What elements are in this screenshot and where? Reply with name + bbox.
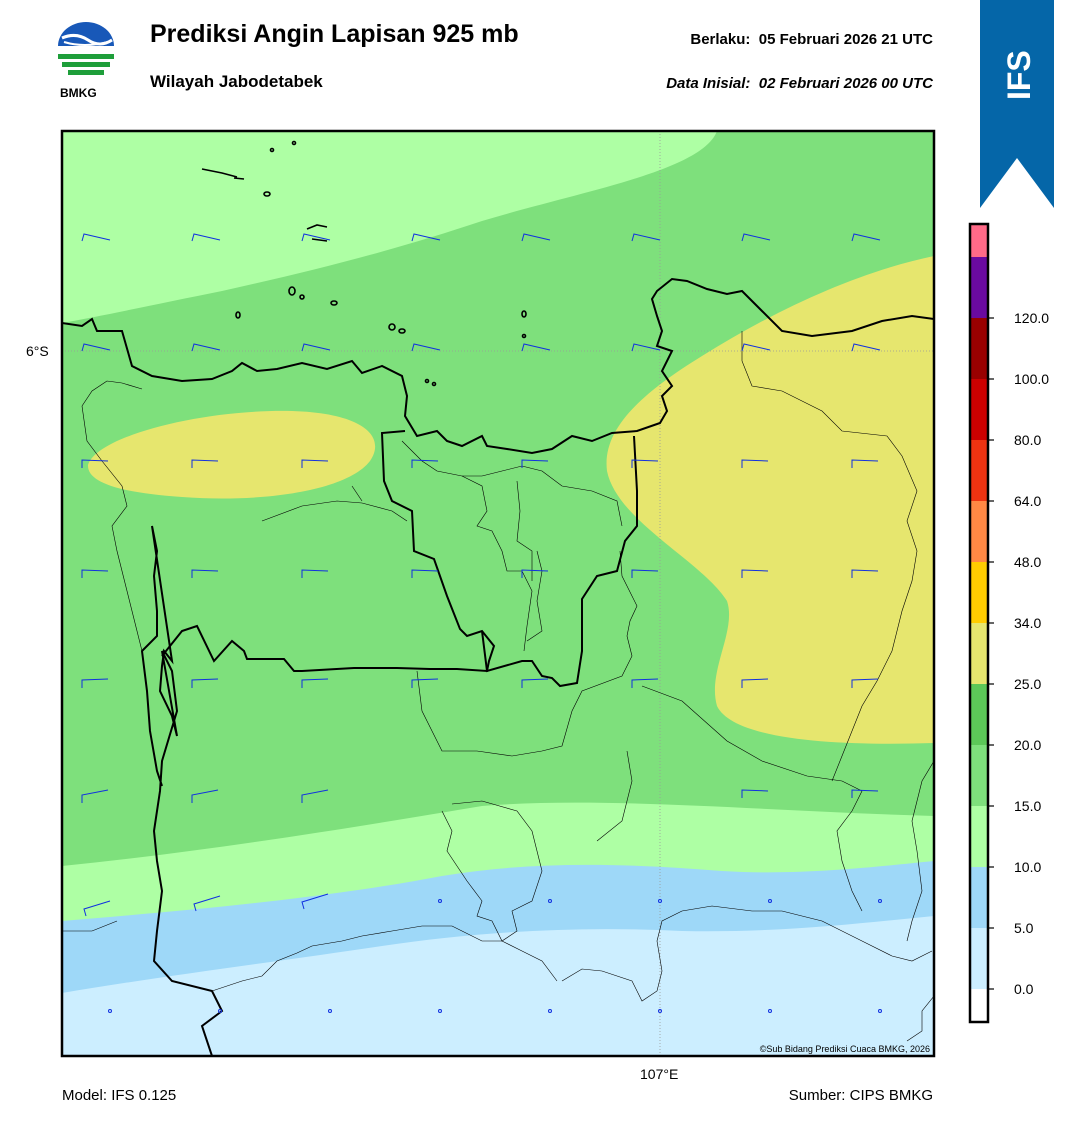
model-label: Model: IFS 0.125 [62,1087,177,1104]
colorbar-segment [970,257,988,318]
district-boundaries [62,331,934,1042]
colorbar-segment [970,989,988,1022]
colorbar-label: 120.0 [1014,310,1049,326]
source-label: Sumber: CIPS BMKG [788,1087,933,1104]
colorbar-segment [970,379,988,440]
colorbar-segment [970,623,988,684]
map-title: Prediksi Angin Lapisan 925 mb [150,20,519,48]
bmkg-logo-icon [58,22,114,75]
thousand-islands [201,140,527,387]
speed-band-0-5 [62,916,934,1056]
colorbar-label: 15.0 [1014,798,1041,814]
colorbar-segment [970,806,988,867]
colorbar-segment [970,440,988,501]
colorbar-label: 10.0 [1014,859,1041,875]
map-credit: ©Sub Bidang Prediksi Cuaca BMKG, 2026 [760,1044,930,1054]
map-frame [60,129,936,1058]
ifs-ribbon-label: IFS [1001,50,1037,100]
speed-band-20-25-west [87,410,376,499]
init-time-value: 02 Februari 2026 00 UTC [758,75,933,92]
colorbar-segment [970,745,988,806]
coastline [62,277,934,455]
colorbar: 0.0 5.0 10.0 15.0 20.0 25.0 34.0 48.0 64.0 80.0 10… [968,222,1049,1024]
colorbar-label: 64.0 [1014,493,1041,509]
valid-time: Berlaku: 05 Februari 2026 21 UTC [690,31,933,48]
colorbar-label: 34.0 [1014,615,1041,631]
colorbar-label: 48.0 [1014,554,1041,570]
valid-time-value: 05 Februari 2026 21 UTC [758,31,933,48]
wind-barbs [81,233,882,1013]
init-label: Data Inisial: [666,75,751,92]
province-boundary-dki [161,430,496,673]
init-time: Data Inisial: 02 Februari 2026 00 UTC [666,75,933,92]
valid-label: Berlaku: [690,31,751,48]
ifs-ribbon: IFS [980,0,1054,208]
colorbar-segment [970,318,988,379]
colorbar-label: 100.0 [1014,371,1049,387]
colorbar-label: 5.0 [1014,920,1034,936]
colorbar-label: 0.0 [1014,981,1034,997]
province-boundary-banten [140,525,224,1056]
wind-map: ©Sub Bidang Prediksi Cuaca BMKG, 2026 [60,129,936,1058]
colorbar-segment [970,224,988,257]
lon-label: 107°E [640,1066,679,1082]
colorbar-segment [970,562,988,623]
colorbar-label: 80.0 [1014,432,1041,448]
colorbar-segment [970,867,988,928]
colorbar-segment [970,684,988,745]
speed-band-20-25-east [606,256,934,744]
logo-text: BMKG [60,86,97,100]
map-subtitle: Wilayah Jabodetabek [150,72,323,91]
colorbar-label: 25.0 [1014,676,1041,692]
colorbar-segment [970,501,988,562]
colorbar-label: 20.0 [1014,737,1041,753]
lat-label: 6°S [26,343,49,359]
colorbar-segment [970,928,988,989]
speed-band-10-15-north [62,131,717,323]
province-boundary-jabar [481,435,638,688]
